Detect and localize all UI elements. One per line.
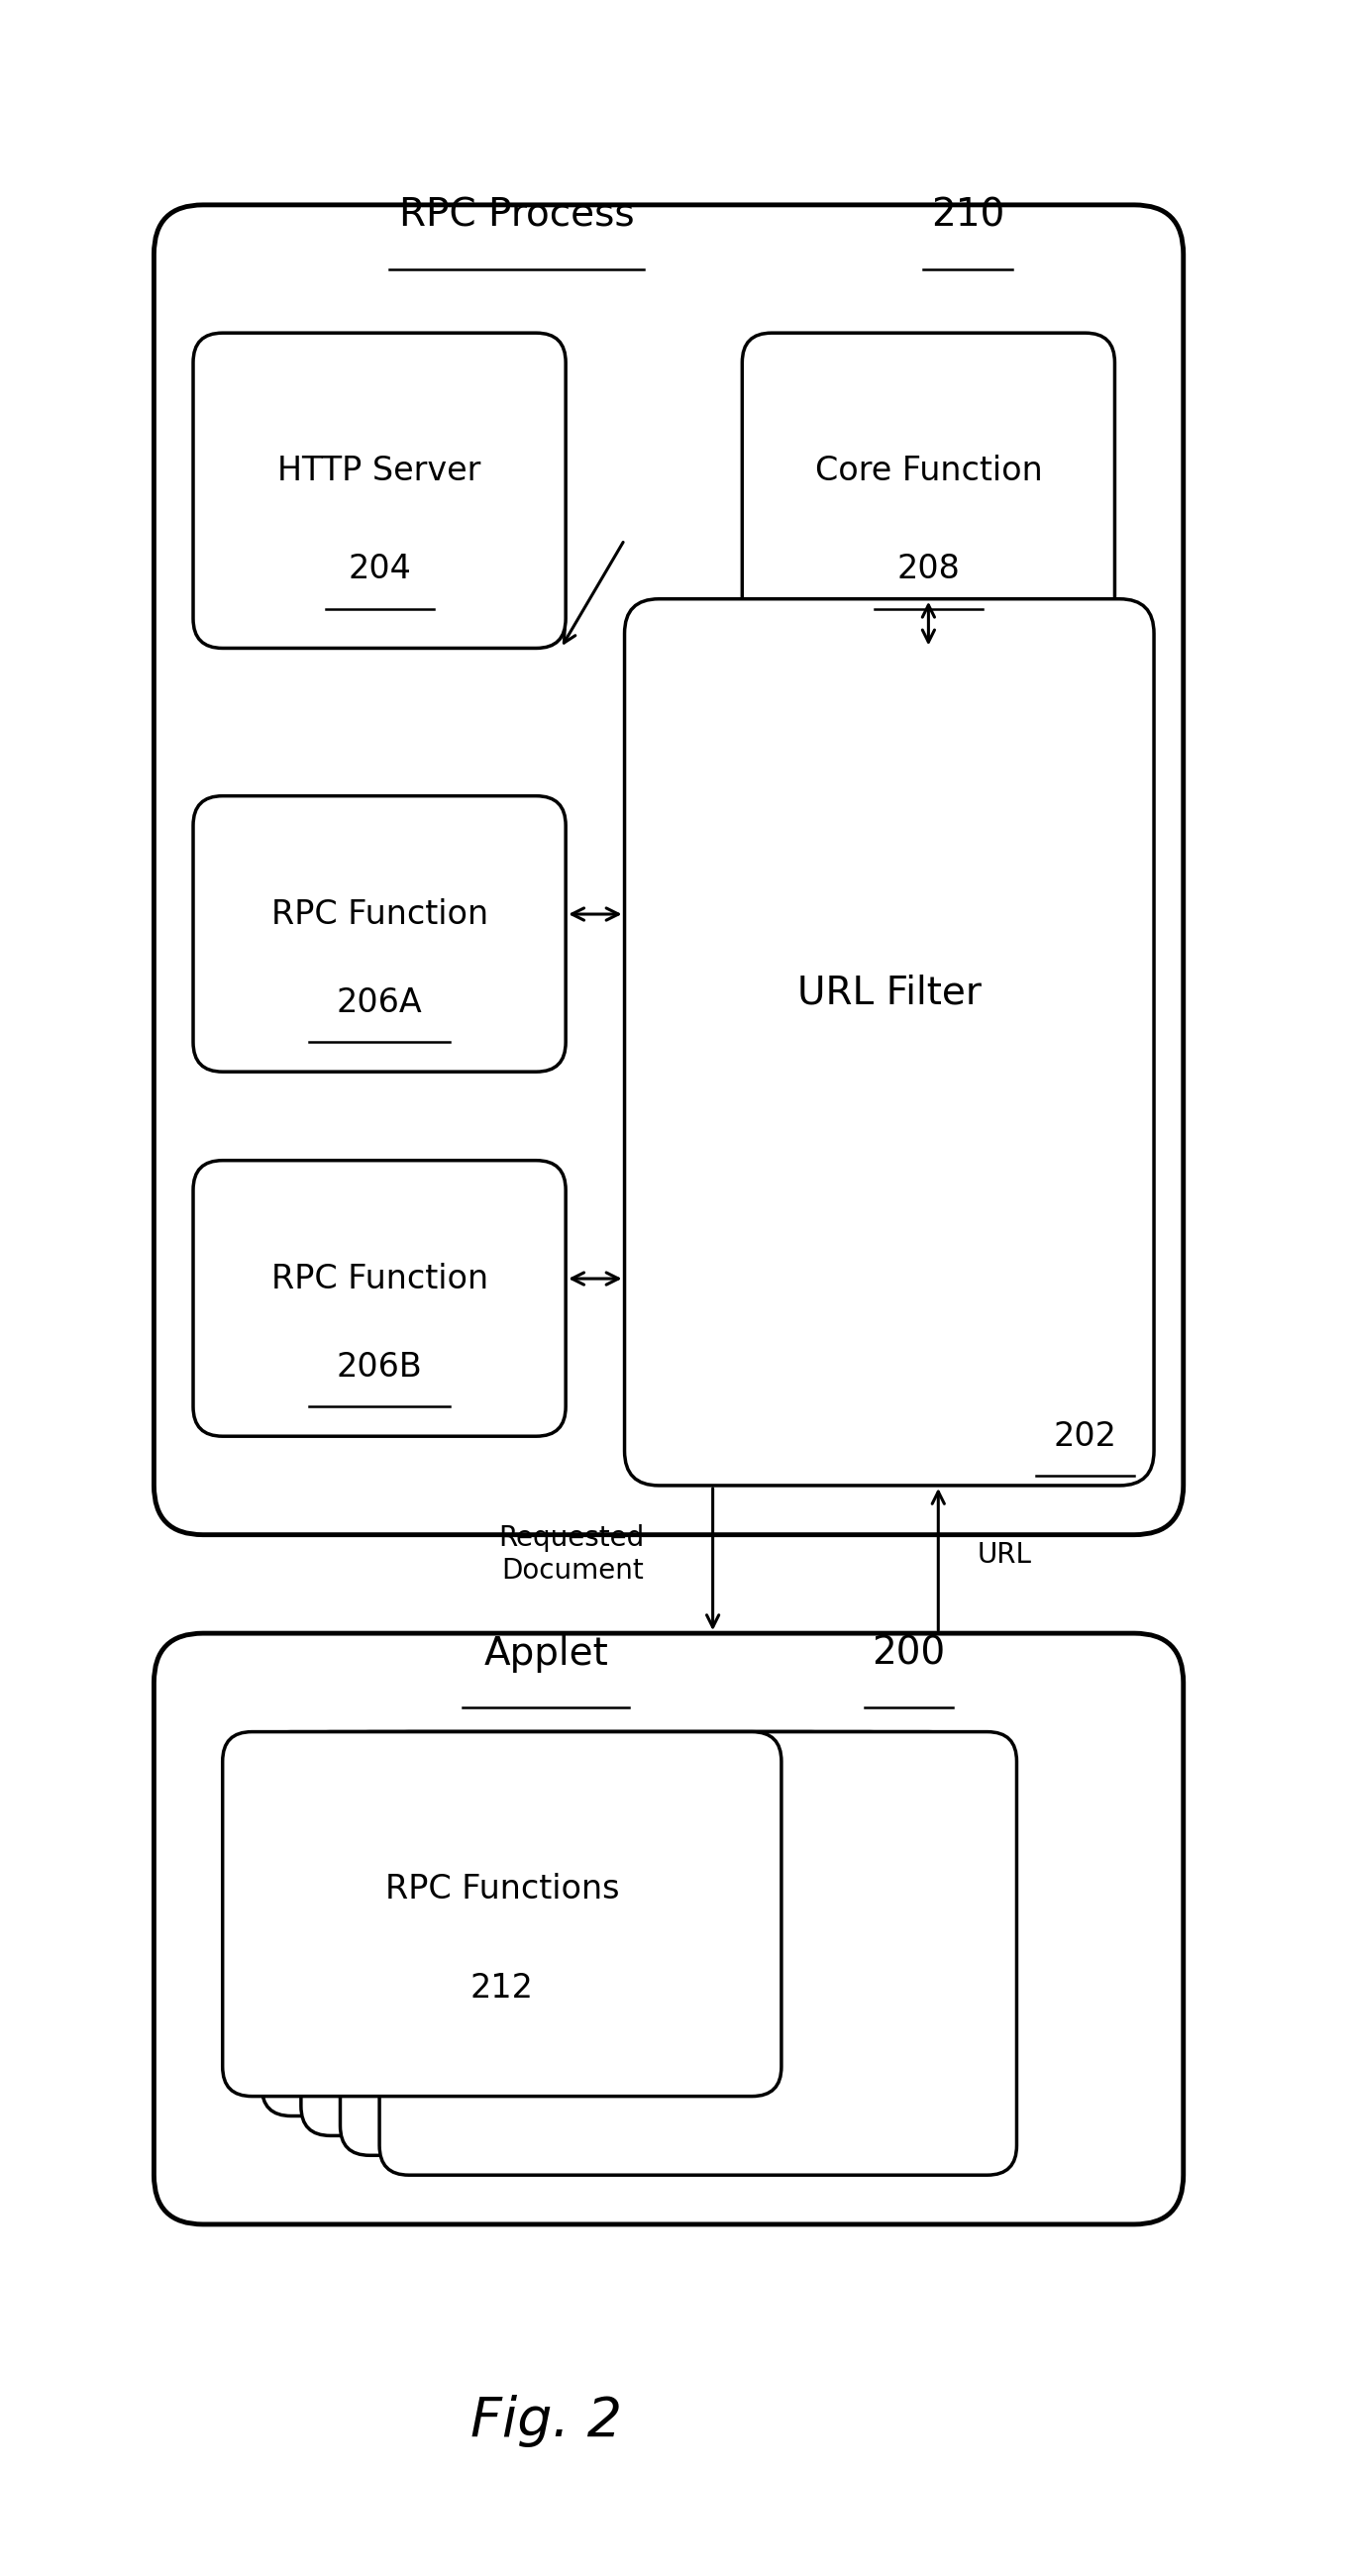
FancyBboxPatch shape [261, 1731, 840, 2115]
FancyBboxPatch shape [743, 332, 1115, 649]
Text: Applet: Applet [484, 1636, 609, 1672]
FancyBboxPatch shape [154, 1633, 1184, 2223]
Text: 210: 210 [931, 196, 1004, 234]
Text: Core Function: Core Function [815, 453, 1042, 487]
FancyBboxPatch shape [625, 600, 1154, 1486]
Text: 200: 200 [873, 1636, 946, 1672]
Text: URL Filter: URL Filter [797, 974, 981, 1012]
Text: Requested
Document: Requested Document [498, 1525, 644, 1584]
Text: Fig. 2: Fig. 2 [471, 2396, 622, 2447]
FancyBboxPatch shape [154, 206, 1184, 1535]
FancyBboxPatch shape [379, 1731, 1016, 2174]
Text: 206B: 206B [337, 1350, 422, 1383]
Text: RPC Function: RPC Function [271, 899, 488, 930]
Text: URL: URL [977, 1540, 1032, 1569]
Text: 212: 212 [471, 1971, 533, 2004]
Text: RPC Functions: RPC Functions [384, 1873, 620, 1906]
FancyBboxPatch shape [300, 1731, 898, 2136]
FancyBboxPatch shape [193, 332, 566, 649]
Text: HTTP Server: HTTP Server [277, 453, 482, 487]
Text: RPC Function: RPC Function [271, 1262, 488, 1296]
Text: RPC Process: RPC Process [399, 196, 635, 234]
FancyBboxPatch shape [223, 1731, 782, 2097]
FancyBboxPatch shape [193, 796, 566, 1072]
Text: 208: 208 [897, 554, 961, 585]
FancyBboxPatch shape [340, 1731, 958, 2156]
FancyBboxPatch shape [193, 1159, 566, 1437]
Text: 202: 202 [1054, 1419, 1118, 1453]
Text: 206A: 206A [337, 987, 422, 1020]
Text: 204: 204 [348, 554, 411, 585]
